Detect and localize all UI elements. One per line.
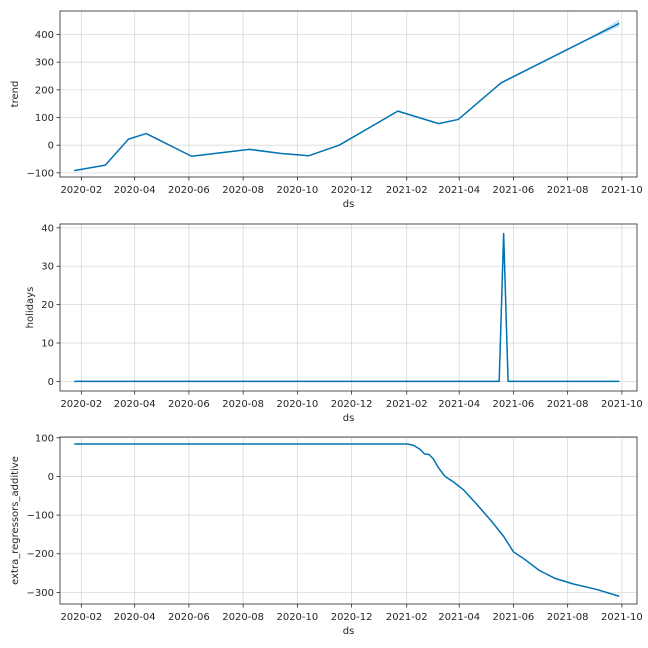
x-tick-label: 2021-02 [386,612,428,623]
x-tick-label: 2020-06 [168,612,210,623]
y-axis-label: holidays [25,287,36,329]
x-tick-label: 2020-08 [222,399,264,410]
x-tick-label: 2021-04 [438,399,480,410]
x-axis-label: ds [343,626,355,637]
y-tick-label: 20 [41,300,54,311]
y-tick-label: 40 [41,223,54,234]
x-tick-label: 2021-06 [493,185,535,196]
y-tick-label: −100 [27,168,54,179]
x-tick-label: 2021-08 [547,399,589,410]
x-tick-label: 2020-12 [331,399,373,410]
x-tick-label: 2021-10 [601,612,643,623]
y-tick-label: 10 [41,339,54,350]
x-tick-label: 2020-06 [168,399,210,410]
extra-regressors-panel: 2020-02 2020-04 2020-06 2020-08 2020-10 2020-… [10,433,643,637]
x-tick-label: 2020-02 [60,185,102,196]
y-tick-label: −300 [27,588,54,599]
x-tick-label: 2021-02 [386,399,428,410]
x-tick-label: 2021-06 [493,612,535,623]
series-line [74,443,620,597]
x-tick-label: 2021-08 [547,185,589,196]
plot-frame [59,10,638,178]
plot-frame [59,436,638,605]
x-tick-label: 2020-04 [114,612,156,623]
x-tick-label: 2021-02 [386,185,428,196]
x-tick-label: 2020-04 [114,185,156,196]
x-axis-label: ds [343,199,355,210]
y-tick-label: 300 [35,58,54,69]
x-tick-label: 2021-04 [438,185,480,196]
y-tick-label: 30 [41,262,54,273]
x-tick-label: 2021-08 [547,612,589,623]
y-tick-label: 200 [35,85,54,96]
y-tick-label: 100 [35,433,54,444]
trend-panel: 2020-02 2020-04 2020-06 2020-08 2020-10 2020-… [10,10,643,210]
y-tick-label: 0 [48,377,54,388]
x-tick-label: 2021-04 [438,612,480,623]
x-tick-label: 2020-08 [222,612,264,623]
y-axis-label: trend [10,81,21,108]
holidays-panel: 2020-02 2020-04 2020-06 2020-08 2020-10 2020-… [25,223,643,424]
x-axis-label: ds [343,413,355,424]
x-tick-label: 2020-12 [331,612,373,623]
y-tick-label: −100 [27,511,54,522]
x-tick-label: 2020-06 [168,185,210,196]
x-tick-label: 2020-12 [331,185,373,196]
x-tick-label: 2020-02 [60,399,102,410]
x-tick-label: 2020-10 [276,185,318,196]
y-tick-label: 400 [35,30,54,41]
y-axis-label: extra_regressors_additive [10,456,21,585]
y-tick-label: 100 [35,113,54,124]
x-tick-label: 2020-02 [60,612,102,623]
y-tick-label: −200 [27,549,54,560]
series-line [74,232,620,383]
y-tick-label: 0 [48,141,54,152]
x-tick-label: 2020-04 [114,399,156,410]
x-tick-label: 2021-06 [493,399,535,410]
x-tick-label: 2021-10 [601,399,643,410]
series-line [74,22,620,172]
x-tick-label: 2020-10 [276,612,318,623]
plot-frame [59,223,638,392]
x-tick-label: 2020-08 [222,185,264,196]
y-tick-label: 0 [48,472,54,483]
x-tick-label: 2021-10 [601,185,643,196]
x-tick-label: 2020-10 [276,399,318,410]
